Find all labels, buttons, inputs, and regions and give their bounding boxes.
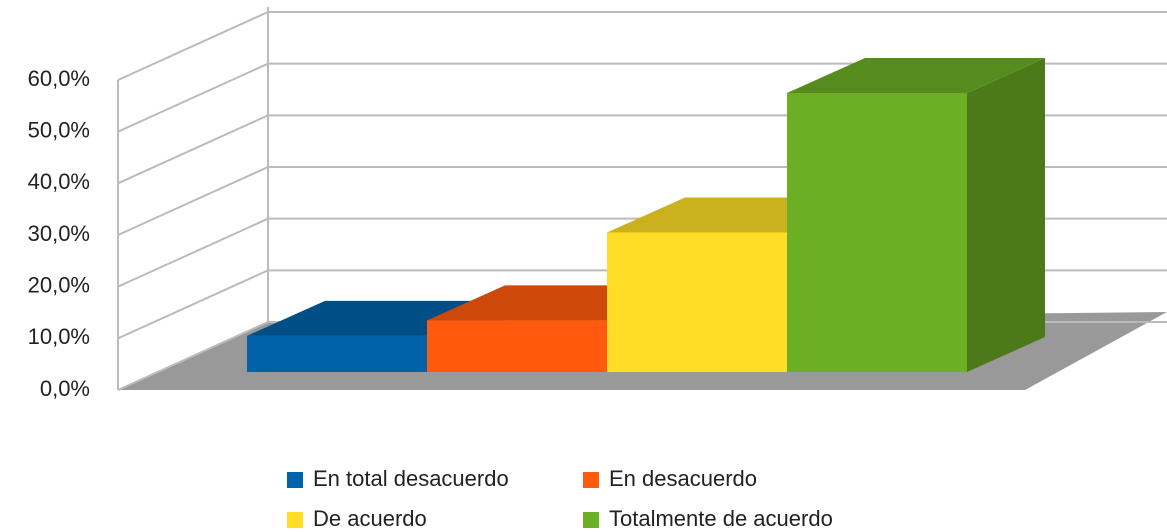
y-tick-label: 40,0% [28,169,90,194]
bar-side [967,58,1045,372]
legend-swatch [287,512,303,528]
legend-label: Totalmente de acuerdo [609,506,833,531]
legend-swatch [287,472,303,488]
y-tick-label: 30,0% [28,221,90,246]
legend-label: De acuerdo [313,506,427,531]
y-tick-label: 20,0% [28,272,90,297]
y-tick-label: 60,0% [28,66,90,91]
bar [427,320,607,372]
y-tick-label: 10,0% [28,324,90,349]
bar [787,93,967,372]
y-tick-label: 0,0% [40,376,90,401]
grid-line [117,11,1167,81]
legend-label: En desacuerdo [609,466,757,491]
bar [607,232,787,372]
bar-top [787,58,1045,93]
bar [247,335,427,372]
legend-swatch [583,512,599,528]
legend-swatch [583,472,599,488]
y-tick-label: 50,0% [28,117,90,142]
legend-label: En total desacuerdo [313,466,509,491]
